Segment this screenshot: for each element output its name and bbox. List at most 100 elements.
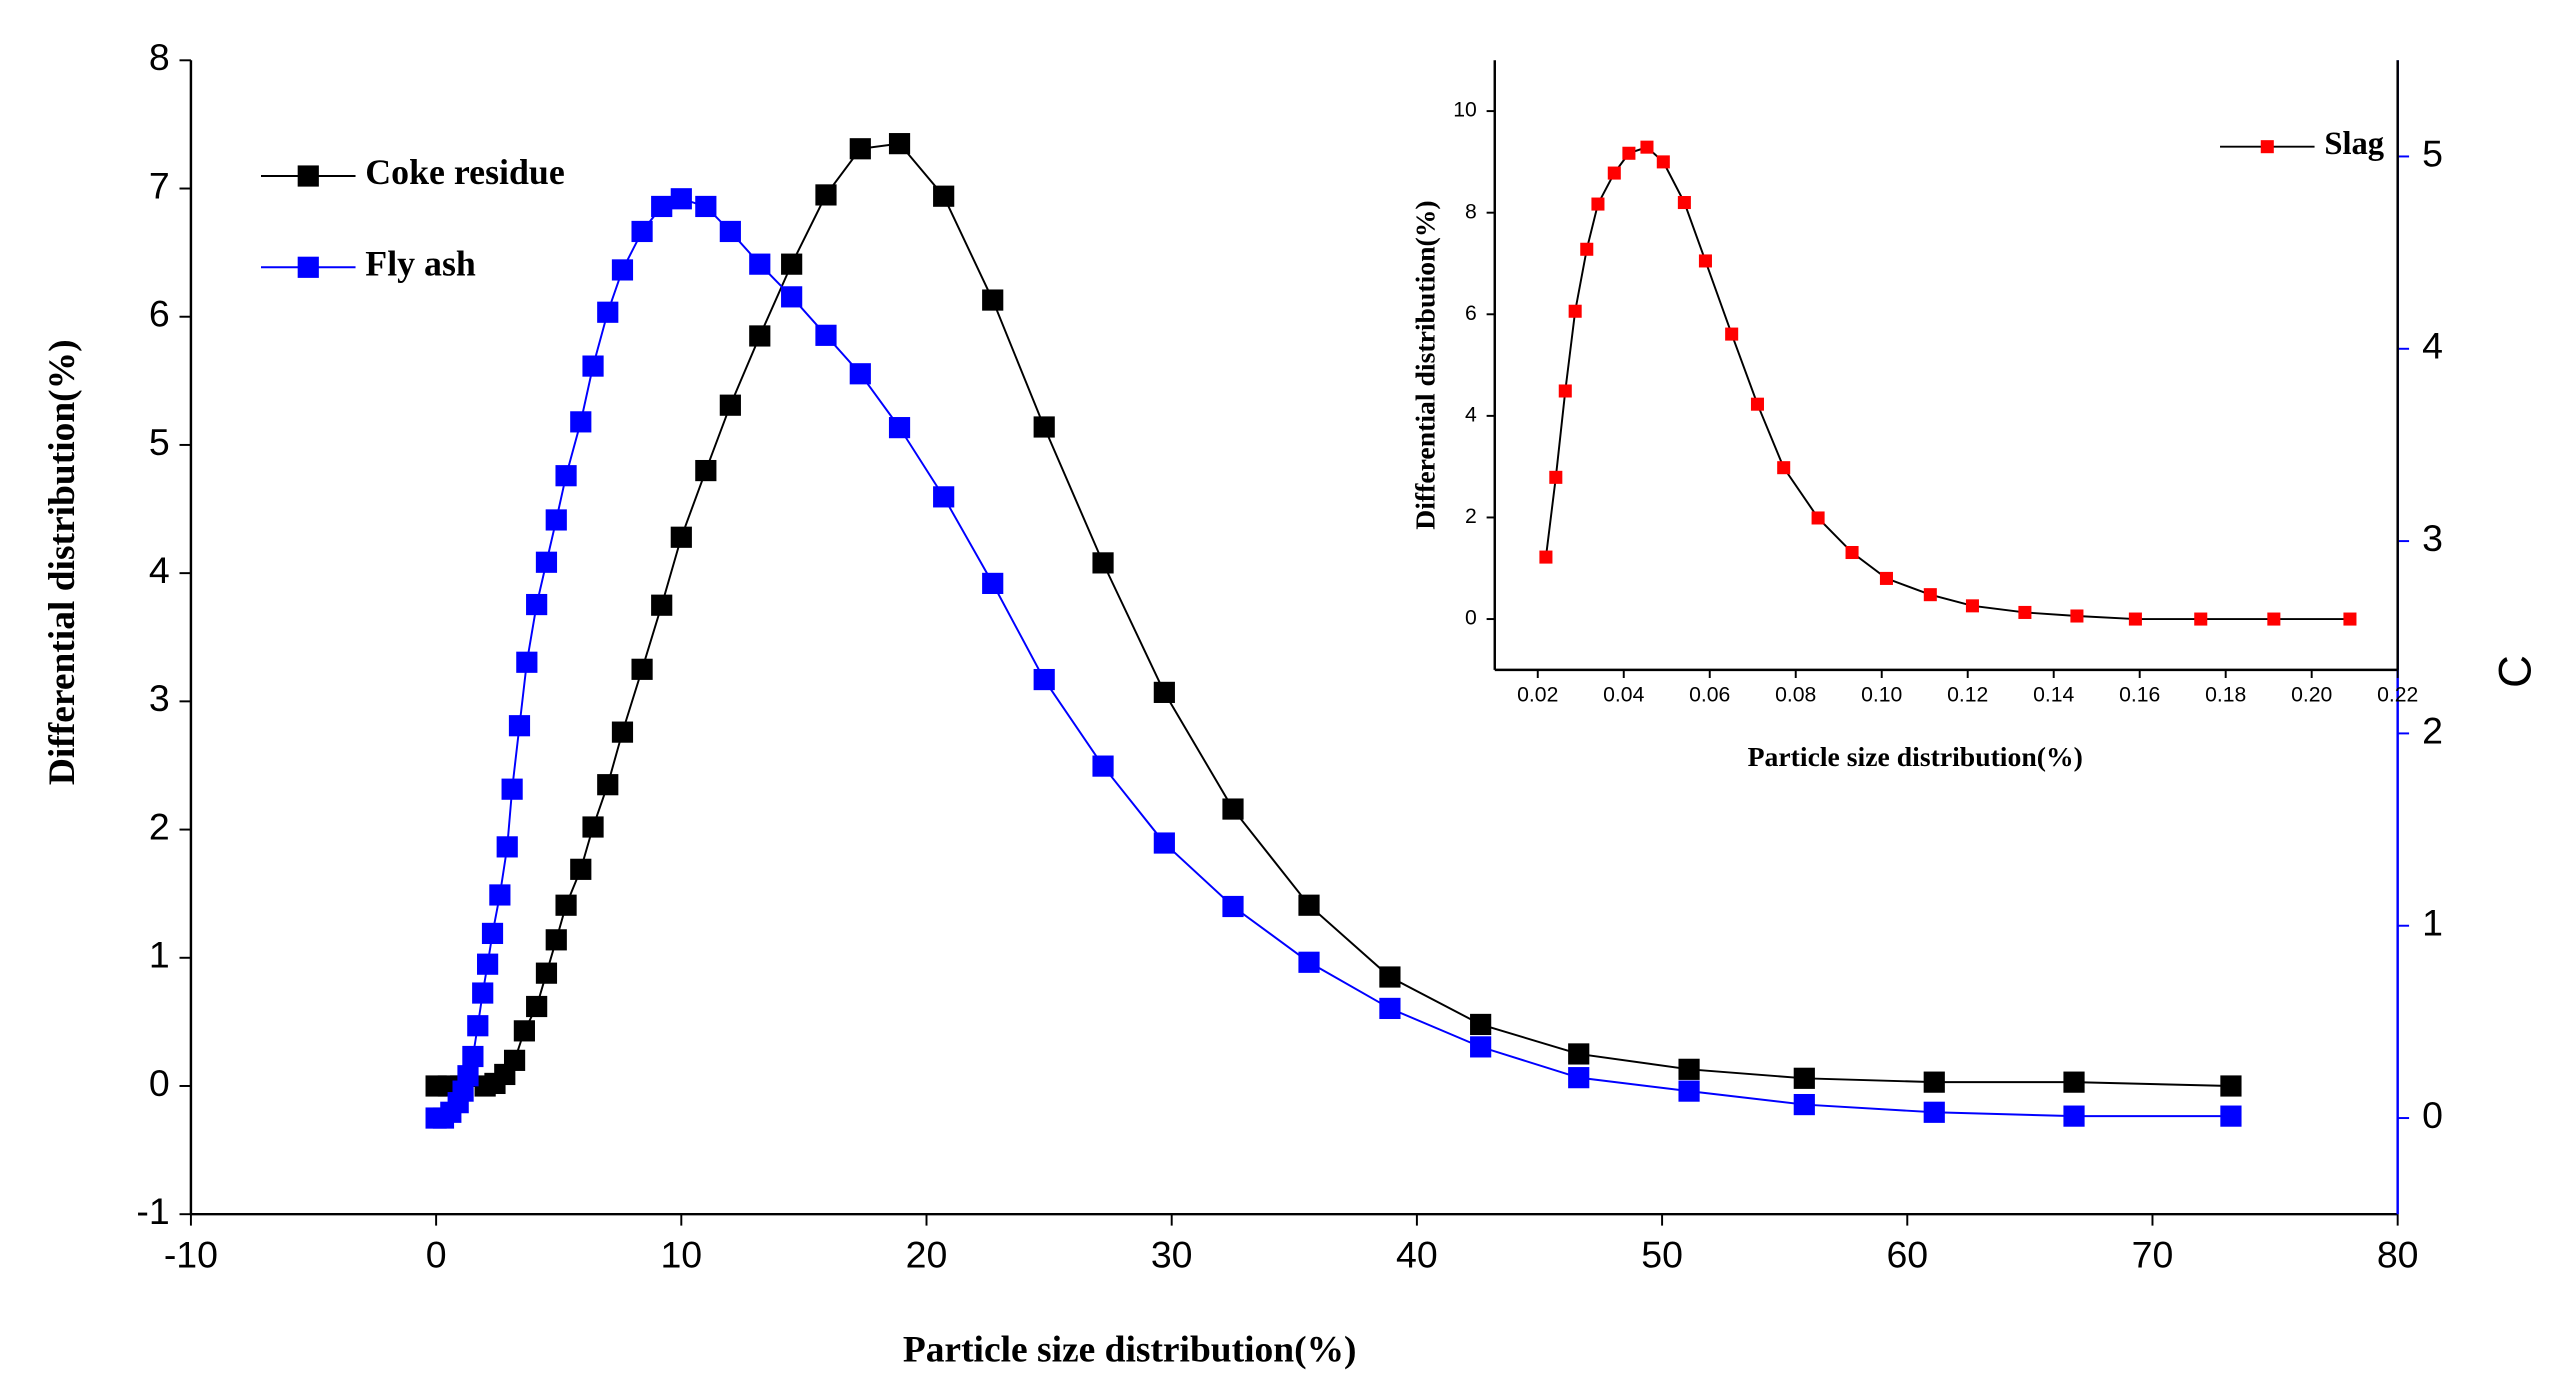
y-tick-label: 1 (149, 934, 170, 976)
x-tick-label: 40 (1396, 1233, 1438, 1275)
y-tick-label: 8 (1465, 200, 1477, 223)
y2-tick-label: 1 (2422, 902, 2443, 944)
data-point (933, 185, 955, 207)
data-point (2220, 1075, 2242, 1097)
x-tick-label: 0.18 (2205, 684, 2246, 707)
y2-axis-title: C (2489, 655, 2540, 688)
data-point (815, 324, 837, 346)
data-point (2194, 612, 2208, 626)
x-tick-label: 0.20 (2291, 684, 2332, 707)
x-axis-title: Particle size distribution(%) (903, 1329, 1357, 1370)
data-point (982, 289, 1004, 311)
legend-marker (2260, 140, 2274, 154)
inset-background (1494, 60, 2398, 670)
data-point (1591, 197, 1605, 211)
data-point (582, 355, 604, 377)
series-line (1544, 146, 2350, 621)
legend-label: Coke residue (365, 152, 564, 192)
data-point (555, 894, 577, 916)
data-point (1580, 242, 1594, 256)
data-point (1811, 511, 1825, 525)
y-tick-label: 4 (149, 549, 170, 591)
y-tick-label: 3 (149, 677, 170, 719)
data-point (719, 220, 741, 243)
data-point (1379, 997, 1401, 1020)
data-point (815, 184, 837, 206)
data-point (631, 658, 653, 680)
data-point (888, 417, 911, 439)
x-tick-label: 0.08 (1775, 684, 1816, 707)
data-point (670, 188, 692, 210)
x-tick-label: -10 (164, 1233, 218, 1275)
data-point (888, 133, 911, 155)
data-point (1470, 1036, 1492, 1058)
legend-marker (297, 165, 319, 187)
data-point (597, 774, 619, 796)
data-point (535, 962, 558, 984)
x-tick-label: 0.22 (2377, 684, 2418, 707)
data-point (457, 1065, 479, 1087)
data-point (1777, 461, 1791, 475)
data-point (849, 363, 871, 385)
data-point (597, 301, 619, 323)
data-point (631, 220, 653, 243)
data-point (508, 715, 531, 737)
data-point (1725, 327, 1739, 341)
y-tick-label: 5 (149, 421, 170, 463)
data-point (570, 858, 592, 880)
data-point (2063, 1105, 2085, 1127)
x-tick-label: 0.16 (2119, 684, 2160, 707)
data-point (467, 1015, 489, 1037)
x-tick-label: 30 (1151, 1233, 1193, 1275)
data-point (570, 411, 592, 433)
data-point (1678, 1080, 1700, 1102)
y-tick-label: 7 (149, 164, 170, 206)
y-tick-label: 2 (1465, 505, 1477, 528)
data-point (695, 459, 717, 482)
x-axis-title: Particle size distribution(%) (1748, 741, 2083, 772)
data-point (477, 953, 499, 975)
x-tick-label: 80 (2377, 1233, 2419, 1275)
data-point (1640, 140, 1654, 154)
y2-tick-label: 2 (2422, 709, 2443, 751)
data-point (695, 195, 717, 218)
data-point (749, 325, 771, 347)
y-tick-label: 10 (1453, 99, 1477, 122)
y-axis-title: Differential distribution(%) (42, 339, 83, 785)
data-point (1539, 550, 1553, 564)
x-tick-label: 0.06 (1689, 684, 1730, 707)
data-point (1033, 416, 1055, 438)
data-point (1092, 552, 1114, 574)
data-point (472, 982, 494, 1004)
data-point (1607, 166, 1621, 180)
data-point (2267, 612, 2281, 626)
data-point (501, 778, 523, 800)
x-tick-label: 70 (2132, 1233, 2174, 1275)
data-point (670, 526, 692, 548)
data-point (611, 259, 634, 281)
data-point (1153, 832, 1175, 854)
data-point (1923, 1071, 1945, 1093)
data-point (582, 816, 604, 838)
data-point (503, 1049, 526, 1071)
data-point (781, 253, 803, 275)
data-point (526, 593, 548, 616)
legend-label: Slag (2324, 126, 2384, 162)
data-point (535, 551, 558, 573)
y-tick-label: 2 (149, 805, 170, 847)
data-point (489, 884, 511, 906)
data-point (1568, 1043, 1590, 1065)
y-tick-label: 8 (149, 36, 170, 78)
data-point (1568, 304, 1582, 318)
x-tick-label: 0.12 (1947, 684, 1988, 707)
data-point (1698, 254, 1712, 268)
legend-label: Fly ash (365, 244, 476, 284)
data-point (1677, 196, 1691, 210)
data-point (1965, 599, 1979, 613)
data-point (496, 836, 518, 858)
x-tick-label: 60 (1886, 1233, 1928, 1275)
y-axis-title: Differential distribution(%) (1409, 200, 1440, 529)
data-point (1923, 588, 1937, 602)
x-tick-label: 0.14 (2033, 684, 2074, 707)
